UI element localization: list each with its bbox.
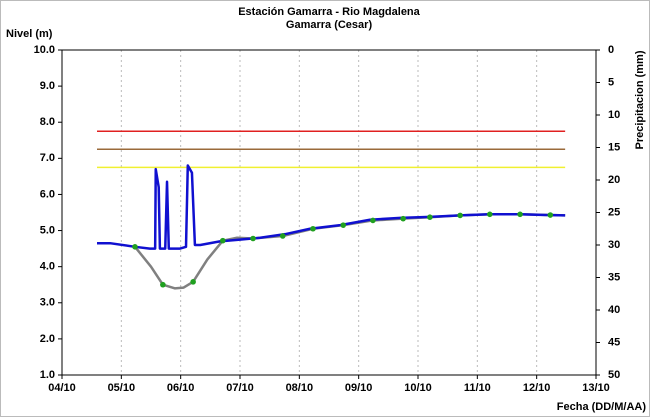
y2-tick-label: 15 xyxy=(608,141,620,153)
x-tick-label: 05/10 xyxy=(108,382,136,394)
marker xyxy=(132,244,138,250)
chart-subtitle: Gamarra (Cesar) xyxy=(286,19,373,31)
marker xyxy=(190,279,196,285)
marker xyxy=(486,211,493,218)
series-line xyxy=(97,164,566,250)
y-tick-label: 8.0 xyxy=(40,116,55,128)
marker xyxy=(427,214,433,220)
marker xyxy=(457,212,463,219)
x-tick-label: 13/10 xyxy=(582,382,610,394)
y-tick-label: 7.0 xyxy=(40,152,55,164)
y2-tick-label: 5 xyxy=(608,76,614,88)
marker xyxy=(400,215,406,222)
x-tick-label: 07/10 xyxy=(226,382,254,394)
marker xyxy=(547,212,554,218)
x-tick-label: 12/10 xyxy=(523,382,551,394)
x-tick-label: 08/10 xyxy=(286,382,314,394)
y-tick-label: 6.0 xyxy=(40,188,55,200)
y2-axis-label: Precipitacion (mm) xyxy=(634,50,646,149)
x-tick-label: 11/10 xyxy=(464,382,491,394)
marker xyxy=(250,235,256,242)
y2-tick-label: 45 xyxy=(608,336,620,348)
y2-tick-label: 40 xyxy=(608,304,620,316)
marker xyxy=(340,222,347,228)
y2-tick-label: 20 xyxy=(608,174,620,186)
y2-tick-label: 30 xyxy=(608,239,620,251)
y2-tick-label: 35 xyxy=(608,271,620,283)
x-tick-label: 04/10 xyxy=(48,382,76,394)
chart-title: Estación Gamarra - Rio Magdalena xyxy=(238,6,420,18)
y-tick-label: 5.0 xyxy=(40,224,55,236)
y-axis-label: Nivel (m) xyxy=(6,28,53,40)
marker xyxy=(219,237,226,244)
y-tick-label: 4.0 xyxy=(40,261,55,273)
y2-tick-label: 50 xyxy=(608,369,620,381)
y-tick-label: 1.0 xyxy=(40,369,55,381)
marker xyxy=(517,211,523,218)
plot-border xyxy=(61,49,597,376)
y-tick-label: 2.0 xyxy=(40,333,55,345)
y2-tick-label: 0 xyxy=(608,44,614,56)
y-tick-label: 9.0 xyxy=(40,80,55,92)
x-tick-label: 06/10 xyxy=(167,382,195,394)
marker xyxy=(160,281,166,288)
x-axis-label: Fecha (DD/M/AA) xyxy=(557,401,647,413)
x-tick-label: 09/10 xyxy=(345,382,373,394)
marker xyxy=(279,233,286,239)
y2-tick-label: 25 xyxy=(608,206,620,218)
marker xyxy=(310,225,316,232)
x-tick-label: 10/10 xyxy=(404,382,432,394)
y2-tick-label: 10 xyxy=(608,109,620,121)
y-tick-label: 10.0 xyxy=(34,44,55,56)
y-tick-label: 3.0 xyxy=(40,297,55,309)
marker xyxy=(370,217,376,224)
